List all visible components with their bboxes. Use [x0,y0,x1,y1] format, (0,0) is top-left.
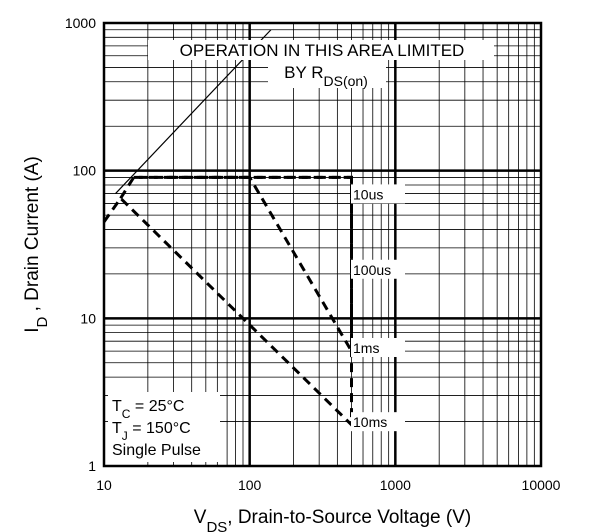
condition-line-rest: = 150°C [128,420,191,437]
condition-line: TC = 25°C [112,398,184,421]
x-axis-title-rest: , Drain-to-Source Voltage (V) [227,507,471,528]
x-tick-label: 10 [96,477,112,493]
annotations: VDS, Drain-to-Source Voltage (V) ID , Dra… [22,40,494,532]
x-tick-label: 1000 [380,477,411,493]
y-axis-title-subscript: D [34,317,51,328]
series-label-10ms: 10ms [353,414,387,430]
limit-annotation-subscript: DS(on) [324,73,368,89]
x-axis-title-main: V [194,507,207,528]
x-axis-title-subscript: DS [206,519,227,532]
limit-annotation-line2: BY RDS(on) [284,63,368,89]
condition-line-main: T [112,420,122,437]
limit-annotation-line1: OPERATION IN THIS AREA LIMITED [180,41,465,60]
condition-line-subscript: J [122,429,128,443]
y-tick-label: 10 [80,310,96,326]
series-label-100us: 100us [353,262,391,278]
condition-line: Single Pulse [112,442,201,459]
y-axis-title-main: I [22,328,43,333]
limit-label-bg [148,40,494,60]
y-axis-title-rest: , Drain Current (A) [22,156,43,316]
condition-line-subscript: C [122,407,131,421]
condition-line: TJ = 150°C [112,420,191,443]
x-tick-label: 10000 [522,477,561,493]
conditions-box-bg [108,392,220,462]
plot-frame [102,21,543,468]
condition-line-rest: = 25°C [130,398,184,415]
series-label-bg [351,337,405,357]
grid [104,23,541,466]
series-label-bg [351,412,405,432]
series-label-1ms: 1ms [353,340,379,356]
x-axis-title: VDS, Drain-to-Source Voltage (V) [194,507,471,532]
series-line-1ms [119,175,353,357]
series-label-bg [351,259,405,279]
y-axis-title: ID , Drain Current (A) [22,156,51,333]
series-label-10us: 10us [353,186,383,202]
x-tick-label: 100 [238,477,262,493]
condition-line-main: Single Pulse [112,442,201,459]
condition-line-main: T [112,398,122,415]
y-tick-label: 1000 [65,15,96,31]
limit-annotation-prefix: BY R [284,63,323,82]
series-label-bg [351,184,405,204]
y-tick-label: 100 [73,163,97,179]
limit-label-bg [268,60,386,88]
y-tick-label: 1 [88,458,96,474]
